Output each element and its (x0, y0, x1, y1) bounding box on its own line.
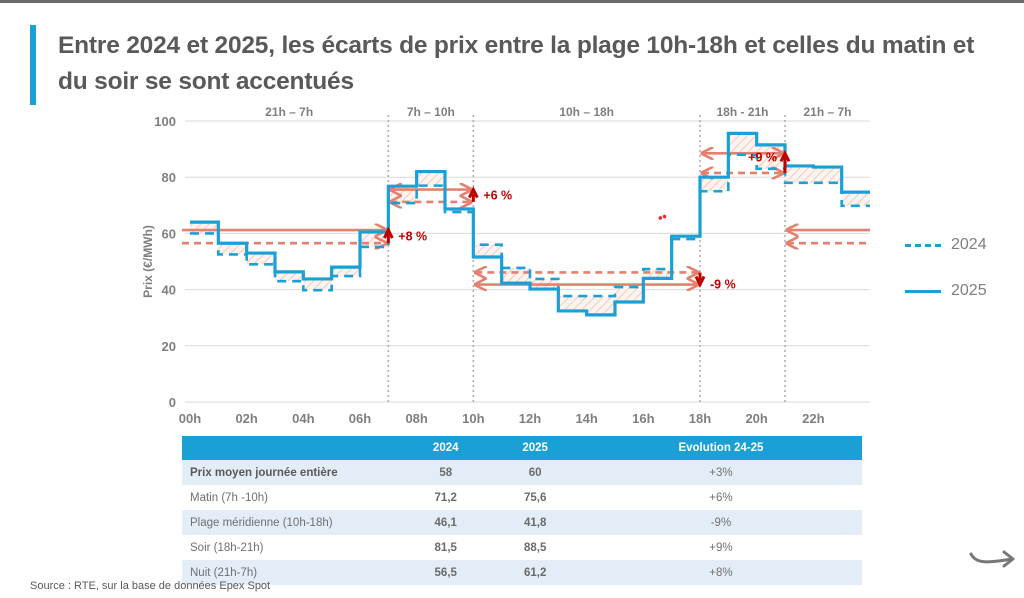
difference-area (501, 267, 530, 284)
difference-area (360, 231, 389, 247)
x-tick-label: 04h (292, 411, 314, 426)
evolution-label: +9 % (748, 150, 777, 164)
y-axis-label: Prix (€/MWh) (141, 225, 155, 298)
page-title: Entre 2024 et 2025, les écarts de prix e… (58, 32, 975, 95)
period-label: 18h - 21h (716, 105, 768, 119)
evolution-value: +9% (579, 535, 862, 560)
y-tick-label: 60 (162, 226, 176, 241)
evolution-arrow-icon (382, 226, 394, 244)
x-tick-label: 08h (405, 411, 427, 426)
value-2024: 46,1 (401, 510, 491, 535)
y-tick-label: 0 (169, 395, 176, 410)
period-label: 21h – 7h (803, 105, 851, 119)
value-2024: 81,5 (401, 535, 491, 560)
x-tick-label: 16h (632, 411, 654, 426)
x-tick-label: 10h (462, 411, 484, 426)
evolution-value: -9% (579, 510, 862, 535)
difference-area (246, 253, 275, 265)
y-tick-label: 100 (154, 114, 176, 129)
series-2025-line (190, 131, 870, 317)
legend-item-2024: 2024 (905, 222, 987, 268)
value-2025: 61,2 (490, 560, 580, 585)
table-header: Evolution 24-25 (579, 436, 862, 460)
evolution-value: +8% (579, 560, 862, 585)
difference-area (275, 271, 304, 282)
table-row: Prix moyen journée entière 58 60 +3% (182, 460, 862, 485)
difference-area (813, 167, 842, 183)
difference-area (331, 267, 360, 277)
difference-area (700, 177, 729, 192)
x-tick-label: 20h (745, 411, 767, 426)
table-row: Nuit (21h-7h) 56,5 61,2 +8% (182, 560, 862, 585)
evolution-label: -9 % (710, 278, 736, 292)
value-2024: 58 (401, 460, 491, 485)
series-2024-line (190, 153, 870, 298)
table-header (182, 436, 401, 460)
difference-area (218, 243, 247, 255)
chart-legend: 2024 2025 (905, 222, 987, 314)
legend-item-2025: 2025 (905, 268, 987, 314)
x-tick-label: 14h (575, 411, 597, 426)
period-label: 7h – 10h (407, 105, 455, 119)
difference-area (841, 192, 870, 206)
difference-area (416, 171, 445, 186)
y-tick-label: 80 (162, 170, 176, 185)
evolution-arrow-icon (467, 186, 479, 202)
evolution-arrow-icon (694, 272, 706, 288)
row-label: Matin (7h -10h) (182, 485, 401, 510)
value-2025: 75,6 (490, 485, 580, 510)
price-summary-table: 2024 2025 Evolution 24-25 Prix moyen jou… (182, 436, 862, 585)
difference-area (473, 244, 502, 258)
value-2024: 71,2 (401, 485, 491, 510)
difference-area (303, 278, 332, 291)
evolution-value: +6% (579, 485, 862, 510)
x-tick-label: 12h (519, 411, 541, 426)
table-header: 2025 (490, 436, 580, 460)
table-row: Matin (7h -10h) 71,2 75,6 +6% (182, 485, 862, 510)
x-tick-label: 02h (235, 411, 257, 426)
difference-area (785, 165, 814, 183)
marker-dot (658, 216, 663, 220)
x-tick-label: 18h (689, 411, 711, 426)
curved-arrow-right-icon[interactable] (968, 546, 1018, 572)
row-label: Prix moyen journée entière (182, 460, 401, 485)
value-2025: 88,5 (490, 535, 580, 560)
row-label: Plage méridienne (10h-18h) (182, 510, 401, 535)
table-header-row: 2024 2025 Evolution 24-25 (182, 436, 862, 460)
y-tick-label: 20 (162, 339, 176, 354)
evolution-arrow-icon (779, 149, 791, 173)
evolution-label: +6 % (483, 189, 512, 203)
legend-label: 2024 (951, 236, 987, 253)
y-tick-label: 40 (162, 283, 176, 298)
period-label: 10h – 18h (559, 105, 614, 119)
x-tick-label: 00h (179, 411, 201, 426)
difference-area (586, 296, 615, 315)
x-tick-label: 22h (802, 411, 824, 426)
value-2025: 60 (490, 460, 580, 485)
legend-label: 2025 (951, 282, 987, 299)
difference-area (190, 222, 219, 234)
marker-dot (662, 214, 667, 219)
difference-area (558, 296, 587, 311)
x-tick-label: 06h (349, 411, 371, 426)
value-2025: 41,8 (490, 510, 580, 535)
row-label: Nuit (21h-7h) (182, 560, 401, 585)
difference-area (615, 287, 644, 302)
evolution-label: +8 % (398, 230, 427, 244)
evolution-value: +3% (579, 460, 862, 485)
legend-solid-line-icon (905, 289, 941, 293)
row-label: Soir (18h-21h) (182, 535, 401, 560)
table-row: Plage méridienne (10h-18h) 46,1 41,8 -9% (182, 510, 862, 535)
period-label: 21h – 7h (265, 105, 313, 119)
legend-dashed-line-icon (905, 243, 941, 247)
source-note: Source : RTE, sur la base de données Epe… (30, 580, 271, 592)
table-header: 2024 (401, 436, 491, 460)
value-2024: 56,5 (401, 560, 491, 585)
table-row: Soir (18h-21h) 81,5 88,5 +9% (182, 535, 862, 560)
title-accent-bar (30, 25, 36, 105)
top-bar (0, 0, 1024, 3)
